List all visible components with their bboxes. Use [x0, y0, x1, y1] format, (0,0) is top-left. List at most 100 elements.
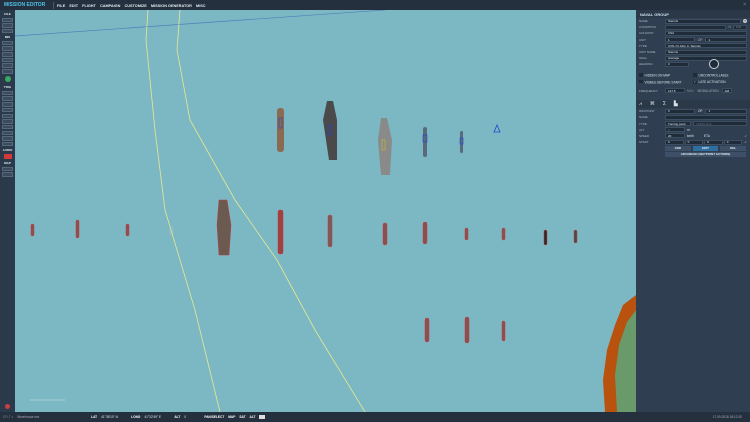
ship[interactable]	[501, 227, 506, 241]
start-minute[interactable]: 0	[704, 139, 723, 145]
alt-mode-button[interactable]: ALT	[249, 415, 256, 419]
tool-button[interactable]	[2, 107, 13, 113]
unit-count-stepper[interactable]: 1	[705, 37, 747, 43]
edit-waypoint-button[interactable]: EDIT	[692, 145, 719, 151]
save-button[interactable]	[2, 23, 13, 28]
tool-button[interactable]	[2, 119, 13, 124]
help-icon[interactable]: ?	[743, 19, 747, 24]
map-view[interactable]	[15, 10, 636, 412]
condition-field[interactable]: 100	[733, 24, 747, 30]
tool-button[interactable]	[2, 52, 13, 57]
speed-field[interactable]: 20	[665, 133, 685, 139]
map-mode-button[interactable]: MAP	[228, 415, 236, 419]
ship[interactable]	[573, 229, 578, 244]
ship[interactable]	[30, 223, 35, 237]
profile-select[interactable]: DFLT ▾	[3, 415, 14, 419]
ship-carrier[interactable]	[378, 118, 392, 175]
type-select[interactable]: CVN-74 John C. Stennis	[665, 43, 747, 49]
ship-carrier[interactable]	[277, 108, 284, 152]
close-icon[interactable]: ×	[743, 2, 746, 8]
unit-stepper[interactable]: 1	[665, 37, 695, 43]
heading-dial[interactable]	[709, 59, 719, 70]
fly-icon[interactable]	[4, 76, 11, 83]
tool-button[interactable]	[2, 96, 13, 101]
toggle-icon[interactable]	[259, 415, 266, 419]
unit-name-field[interactable]: Stennis	[665, 49, 747, 55]
eta-label: ETA	[703, 133, 710, 138]
ship[interactable]	[169, 225, 174, 236]
condition-slider[interactable]	[665, 24, 727, 30]
ship-carrier[interactable]	[216, 199, 232, 256]
ship[interactable]	[501, 320, 506, 342]
stop-icon[interactable]	[5, 404, 10, 409]
lock-checkbox[interactable]: ✓	[744, 133, 747, 138]
ship[interactable]	[464, 227, 469, 241]
waypoint-triangle-icon[interactable]	[493, 123, 501, 133]
delete-waypoint-button[interactable]: DEL	[720, 145, 747, 151]
ship[interactable]	[422, 221, 428, 245]
ship[interactable]	[382, 222, 388, 246]
ship[interactable]	[75, 219, 80, 239]
tool-button[interactable]	[2, 124, 13, 130]
start-day[interactable]: 0	[665, 139, 684, 145]
waypoint-select[interactable]: 0	[665, 108, 695, 114]
country-select[interactable]: USA	[665, 30, 747, 36]
menu-mission-generator[interactable]: MISSION GENERATOR	[150, 3, 192, 8]
open-button[interactable]	[2, 17, 13, 23]
wp-name-field[interactable]	[665, 114, 747, 120]
visible-before-start-checkbox[interactable]: VISIBLE BEFORE START	[639, 79, 693, 84]
ship[interactable]	[277, 209, 284, 255]
hidden-on-map-checkbox[interactable]: HIDDEN ON MAP	[639, 73, 693, 78]
menu-customize[interactable]: CUSTOMIZE	[124, 3, 147, 8]
save-as-button[interactable]	[2, 28, 13, 34]
menu-flight[interactable]: FLIGHT	[82, 3, 96, 8]
ship[interactable]	[543, 229, 548, 246]
alt-field[interactable]: 0	[665, 127, 685, 133]
late-activation-checkbox[interactable]: ✓ LATE ACTIVATION	[693, 79, 726, 85]
tool-button[interactable]	[2, 166, 13, 172]
start-second[interactable]: 0	[723, 139, 743, 145]
targets-tab-icon[interactable]: ⌘	[649, 101, 655, 108]
summary-tab-icon[interactable]: Σ	[662, 101, 666, 108]
sat-mode-button[interactable]: SAT	[239, 415, 246, 419]
menu-edit[interactable]: EDIT	[69, 3, 79, 8]
skill-select[interactable]: Average	[665, 55, 747, 61]
tool-button[interactable]	[2, 69, 13, 74]
tool-button[interactable]	[2, 172, 13, 177]
tool-button[interactable]	[2, 40, 13, 46]
tool-button[interactable]	[2, 57, 13, 63]
frequency-field[interactable]: 127.5	[665, 88, 685, 94]
tool-button[interactable]	[2, 46, 13, 51]
payload-tab-icon[interactable]: ▙	[673, 101, 678, 108]
ship-carrier[interactable]	[323, 101, 337, 160]
start-hour[interactable]: 0	[684, 139, 704, 145]
tool-button[interactable]	[2, 113, 13, 119]
name-field[interactable]: Stennis	[665, 18, 741, 24]
tool-button[interactable]	[2, 90, 13, 96]
ship[interactable]	[464, 316, 470, 344]
tool-button[interactable]	[2, 102, 13, 107]
ship[interactable]	[459, 131, 464, 153]
route-tab-icon[interactable]: ⩘	[639, 101, 642, 108]
heading-stepper[interactable]: 2	[665, 61, 689, 67]
ship[interactable]	[422, 127, 428, 157]
advanced-waypoint-actions-button[interactable]: ADVANCED (WAYPOINT ACTIONS)	[665, 151, 746, 157]
tool-button[interactable]	[2, 136, 13, 141]
tool-button[interactable]	[2, 63, 13, 68]
record-icon[interactable]	[3, 154, 12, 160]
add-waypoint-button[interactable]: ADD	[665, 145, 691, 151]
tool-button[interactable]	[2, 130, 13, 136]
start-checkbox[interactable]: ✓	[744, 140, 747, 145]
pan-select-button[interactable]: PAN/SELECT	[204, 415, 225, 419]
menu-file[interactable]: FILE	[57, 3, 66, 8]
menu-campaign[interactable]: CAMPAIGN	[99, 3, 121, 8]
ship[interactable]	[327, 214, 333, 248]
template-select[interactable]: TEMPLATE	[693, 121, 747, 127]
uncontrollable-checkbox[interactable]: UNCONTROLLABLE	[693, 73, 747, 78]
tool-button[interactable]	[2, 141, 13, 147]
modulation-select[interactable]: AM	[721, 88, 732, 94]
ship[interactable]	[125, 223, 130, 237]
ship[interactable]	[424, 317, 430, 343]
wp-type-select[interactable]: Turning point	[665, 121, 691, 127]
menu-misc[interactable]: MISC	[196, 3, 206, 8]
